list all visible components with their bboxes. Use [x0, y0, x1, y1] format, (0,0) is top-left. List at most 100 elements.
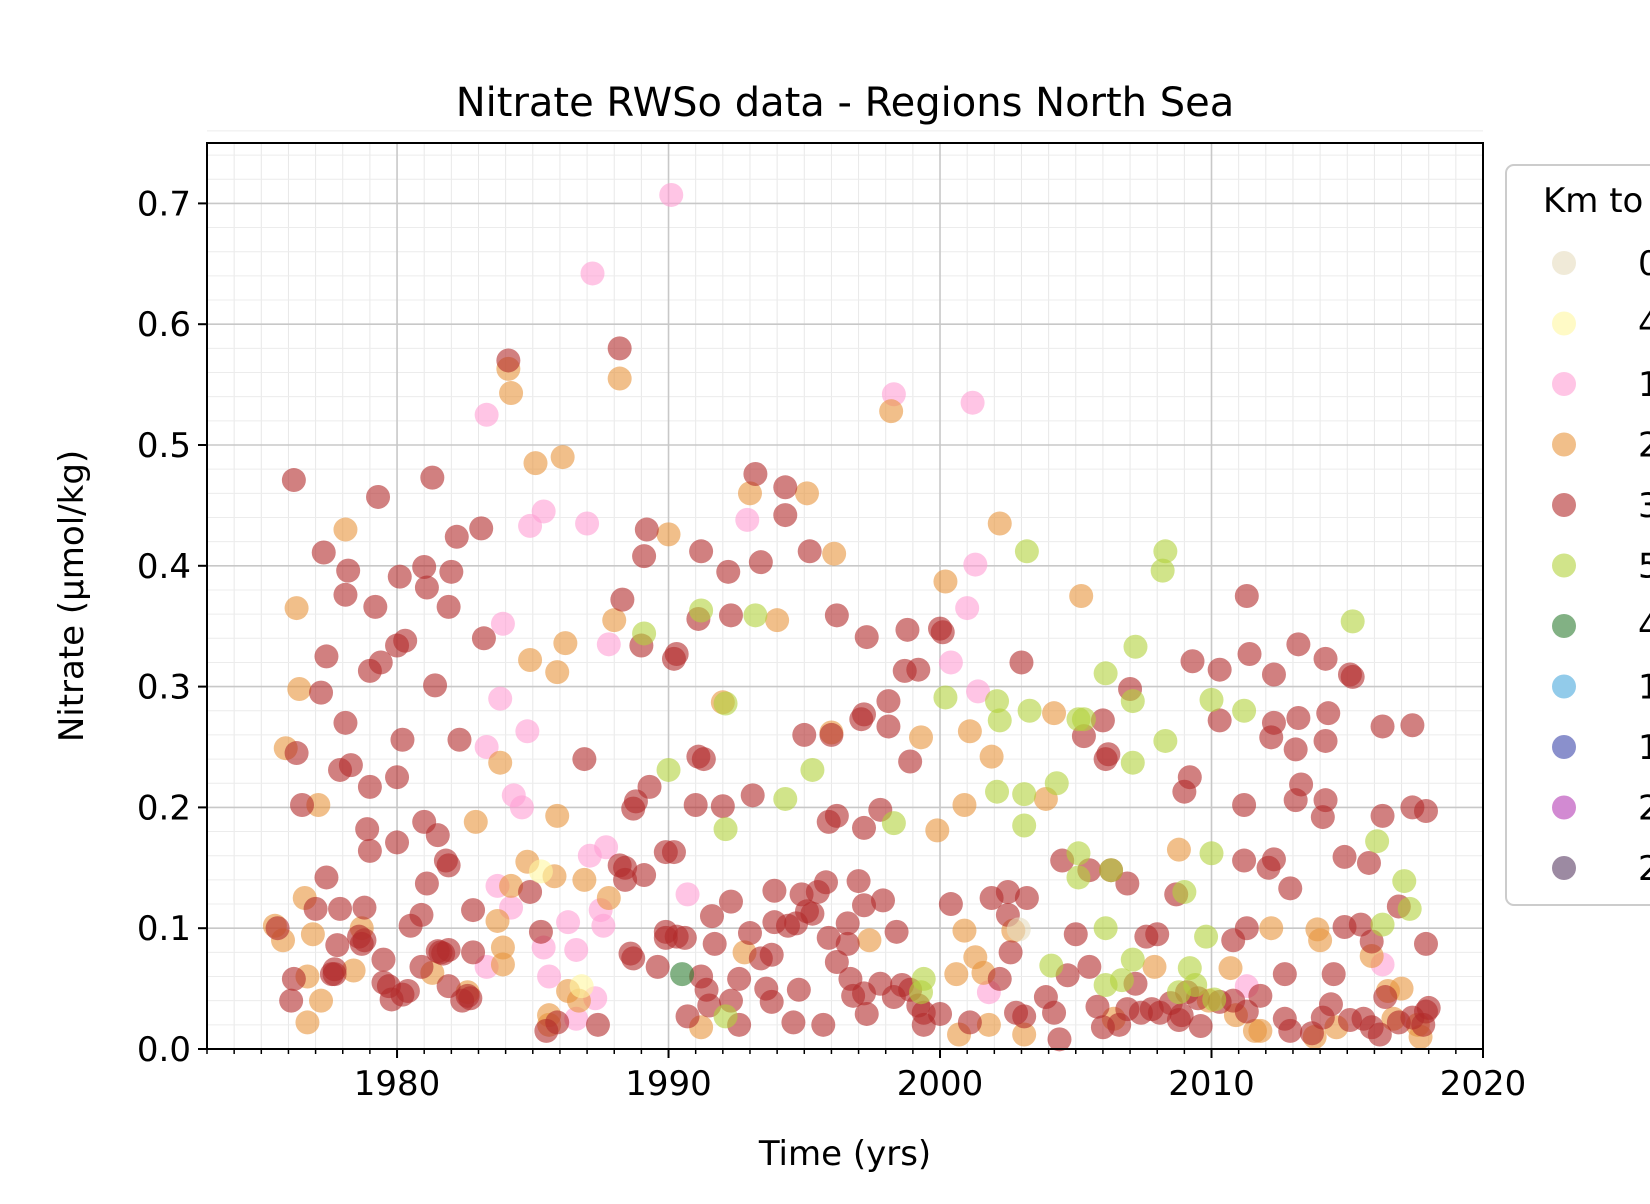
data-point: [748, 946, 773, 971]
legend-label: 2: [1638, 426, 1650, 466]
data-point: [1286, 632, 1311, 657]
data-point: [957, 1010, 982, 1035]
data-point: [325, 933, 350, 958]
data-point: [564, 937, 589, 962]
legend-marker: [1552, 674, 1576, 699]
data-point: [474, 402, 499, 427]
data-point: [412, 555, 437, 580]
data-point: [781, 1010, 806, 1035]
data-point: [987, 708, 1012, 733]
data-point: [284, 596, 309, 621]
data-point: [906, 657, 931, 682]
data-point: [1066, 841, 1091, 866]
legend-marker: [1552, 553, 1576, 578]
data-point: [794, 481, 819, 506]
data-point: [884, 919, 909, 944]
data-point: [1370, 803, 1395, 828]
data-point: [1085, 994, 1110, 1019]
data-point: [607, 336, 632, 361]
data-point: [1077, 954, 1102, 979]
data-point: [461, 940, 486, 965]
data-point: [1194, 924, 1219, 949]
data-point: [545, 660, 570, 685]
chart-title: Nitrate RWSo data - Regions North Sea: [456, 80, 1235, 126]
data-point: [743, 461, 768, 486]
data-point: [824, 603, 849, 628]
data-point: [439, 559, 464, 584]
data-point: [1153, 539, 1178, 564]
data-point: [960, 390, 985, 415]
data-point: [1413, 799, 1438, 824]
data-point: [1063, 922, 1088, 947]
data-point: [414, 871, 439, 896]
data-point: [309, 680, 334, 705]
data-point: [387, 564, 412, 589]
y-tick-label: 0.2: [137, 788, 191, 828]
data-point: [792, 722, 817, 747]
legend-marker: [1552, 493, 1576, 517]
legend-label: 4: [1638, 607, 1650, 647]
data-point: [925, 818, 950, 843]
data-point: [322, 962, 347, 987]
data-point: [1150, 558, 1175, 583]
data-point: [553, 631, 578, 656]
data-point: [737, 921, 762, 946]
data-point: [596, 886, 621, 910]
data-point: [670, 962, 695, 987]
data-point: [1169, 1003, 1194, 1028]
data-point: [1400, 713, 1425, 738]
data-point: [577, 843, 602, 868]
data-point: [816, 809, 841, 834]
data-point: [523, 451, 548, 476]
data-point: [1370, 912, 1395, 937]
data-point: [835, 911, 860, 936]
data-point: [314, 644, 339, 669]
data-point: [773, 503, 798, 528]
data-point: [509, 795, 534, 820]
data-point: [328, 757, 353, 782]
data-point: [1012, 1004, 1037, 1029]
legend-label: 0: [1638, 244, 1650, 284]
data-point: [309, 988, 334, 1013]
data-point: [998, 940, 1023, 965]
data-point: [1012, 1022, 1037, 1047]
data-point: [1286, 706, 1311, 731]
data-point: [444, 524, 469, 549]
data-point: [713, 1004, 738, 1029]
data-point: [656, 757, 681, 782]
data-point: [572, 747, 597, 772]
data-point: [664, 924, 689, 949]
plot-area-frame: [206, 142, 1484, 1050]
data-point: [1006, 917, 1031, 942]
data-point: [1248, 1018, 1273, 1043]
data-point: [469, 516, 494, 541]
y-tick-label: 0.7: [137, 184, 191, 224]
data-point: [737, 481, 762, 506]
data-point: [710, 794, 735, 819]
legend-marker: [1552, 311, 1576, 336]
data-point: [1014, 886, 1039, 910]
data-point: [1278, 876, 1303, 901]
data-point: [1259, 916, 1284, 941]
data-point: [849, 707, 874, 732]
data-point: [447, 727, 472, 752]
y-tick-label: 0.6: [137, 305, 191, 345]
data-point: [352, 928, 377, 953]
data-point: [879, 399, 904, 424]
data-point: [1066, 707, 1091, 732]
data-point: [556, 910, 581, 935]
data-point: [1120, 689, 1145, 714]
data-point: [423, 673, 448, 698]
data-point: [1207, 657, 1232, 682]
data-point: [1332, 844, 1357, 869]
data-point: [336, 558, 361, 583]
data-point: [596, 632, 621, 657]
data-point: [1123, 634, 1148, 659]
data-point: [490, 935, 515, 960]
data-point: [1272, 962, 1297, 987]
data-point: [1099, 858, 1124, 883]
legend-box: [1505, 164, 1650, 906]
data-point: [485, 908, 510, 933]
data-point: [987, 966, 1012, 991]
data-point: [985, 779, 1010, 804]
